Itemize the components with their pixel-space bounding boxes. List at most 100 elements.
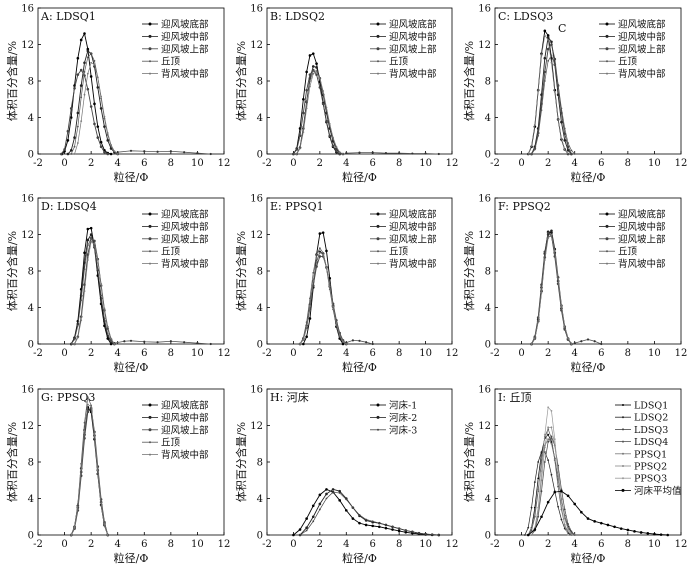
panel-a-legend-marker-3 [148, 47, 152, 51]
panel-c-series-1-point [543, 29, 547, 33]
panel-i-series-7-point [560, 504, 563, 507]
panel-e-xtick-label: 8 [396, 348, 402, 359]
panel-f-xtick-label: 2 [545, 348, 551, 359]
panel-d-series-4-point [96, 268, 99, 271]
panel-a-series-line-1 [61, 32, 112, 155]
panel-a-tail-point [183, 151, 186, 154]
panel-e-legend-label-1: 迎风坡底部 [389, 209, 437, 221]
panel-d-series-5-point [76, 336, 79, 339]
panel-b-series-3-point [298, 134, 302, 138]
panel-a-series-4-point [70, 153, 73, 155]
panel-c-title: C: LDSQ3 [498, 10, 553, 23]
panel-b-series-3-point [318, 86, 322, 89]
panel-d-series-1-point [109, 342, 113, 346]
panel-i-series-2-point [533, 481, 536, 483]
panel-f-title: F: PPSQ2 [498, 200, 551, 213]
panel-g-legend-marker-4 [149, 441, 151, 444]
panel-i-series-8-point [646, 532, 650, 535]
panel-g-xtick-label: 4 [115, 539, 121, 550]
panel-c-legend-label-1: 迎风坡底部 [618, 19, 666, 31]
panel-a-series-5-point [80, 120, 83, 123]
panel-a-legend-label-5: 背风坡中部 [161, 68, 209, 80]
panel-g-series-5-point [90, 405, 93, 408]
panel-c-series-5-point [560, 137, 563, 140]
panel-a-series-2-point [76, 111, 80, 115]
panel-d-series-3-point [93, 239, 96, 243]
panel-d-title: D: LDSQ4 [41, 200, 97, 213]
panel-b-xtick-label: 4 [343, 158, 349, 169]
panel-h-series-3-point [411, 530, 414, 533]
panel-f-tail-point [573, 341, 576, 345]
panel-i-series-8-point [573, 502, 577, 506]
panel-h-series-1-point [305, 517, 308, 520]
panel-a-xtick-label: 4 [115, 158, 121, 169]
panel-d-xtick-label: 2 [88, 348, 94, 359]
panel-b-series-4-point [312, 70, 315, 72]
panel-b-series-3-point [321, 102, 325, 106]
panel-d-series-2-point [89, 233, 93, 236]
panel-c-xtick-label: 6 [598, 158, 604, 169]
panel-f-series-5-point [563, 325, 566, 328]
panel-d-series-1-point [89, 226, 93, 230]
panel-i-series-7-point [530, 534, 533, 536]
panel-h-xtick-label: 6 [370, 539, 376, 550]
panel-f-xtick-label: 12 [675, 348, 688, 359]
panel-g-legend-label-3: 迎风坡上部 [161, 424, 209, 436]
panel-a-series-2-point [103, 125, 106, 128]
panel-h-series-2-point [305, 526, 308, 529]
panel-a-series-5-point [110, 143, 112, 146]
panel-b-tail-point [411, 152, 414, 155]
panel-i-series-8-point [593, 520, 596, 523]
panel-e-legend-label-5: 背风坡中部 [389, 258, 437, 270]
panel-a-series-5-point [73, 153, 76, 155]
panel-d-series-5-point [96, 259, 99, 261]
panel-f-legend-label-4: 丘顶 [618, 247, 638, 258]
panel-b-legend-marker-3 [376, 47, 380, 51]
panel-c-series-3-point [566, 145, 570, 148]
panel-h-legend-marker-2 [376, 415, 380, 419]
panel-h-series-3-point [365, 518, 368, 521]
panel-a-series-3-point [93, 122, 96, 126]
panel-c-xtick-label: 0 [518, 158, 524, 169]
panel-d-legend-label-5: 背风坡中部 [161, 258, 209, 270]
panel-a-legend-marker-1 [148, 22, 152, 26]
panel-c-series-5-point [567, 153, 569, 155]
panel-a-series-1-point [99, 140, 103, 144]
panel-f-series-5-point [553, 250, 556, 252]
panel-a-series-2-point [106, 139, 110, 142]
panel-c-series-4-point [550, 54, 553, 57]
panel-e-xtick-label: 10 [419, 348, 432, 359]
panel-f-legend-marker-3 [605, 237, 609, 241]
panel-h-series-3-point [431, 533, 434, 536]
panel-b-legend-label-2: 迎风坡中部 [389, 31, 437, 43]
panel-d-xtick-label: 6 [141, 348, 147, 359]
panel-i-series-3-point [560, 488, 563, 491]
panel-d-xtick-label: -2 [33, 348, 43, 359]
panel-c-legend-marker-4 [606, 60, 608, 63]
panel-i-ytick-label: 8 [485, 458, 491, 469]
panel-e-series-3-point [318, 255, 322, 258]
panel-b-legend-label-3: 迎风坡上部 [389, 43, 437, 55]
panel-b-tail-point [398, 151, 401, 155]
panel-a-series-1-point [89, 75, 93, 78]
panel-a-series-1-point [79, 38, 83, 42]
panel-i-series-3-point [547, 441, 550, 443]
panel-a-tail-point [116, 151, 119, 154]
panel-h-xtick-label: 8 [396, 539, 402, 550]
panel-f-tail-point [593, 340, 596, 343]
panel-f-legend-marker-4 [606, 250, 608, 253]
panel-i-series-2-point [540, 451, 543, 453]
panel-f-legend-label-2: 迎风坡中部 [618, 221, 666, 233]
panel-a-series-2-point [99, 107, 103, 110]
panel-e-xtick-label: 4 [343, 348, 349, 359]
panel-f-xlabel: 粒径/Φ [571, 360, 606, 374]
panel-d-tail-point [143, 340, 146, 343]
panel-b-ytick-label: 8 [257, 77, 263, 88]
panel-a-series-3-point [103, 150, 106, 154]
panel-i-legend-marker-8 [621, 488, 625, 492]
panel-d-ylabel: 体积百分含量/% [5, 231, 19, 311]
panel-i-legend-marker-1 [622, 404, 624, 406]
panel-a-xtick-label: 10 [191, 158, 204, 169]
panel-f-series-5-point [560, 304, 563, 307]
